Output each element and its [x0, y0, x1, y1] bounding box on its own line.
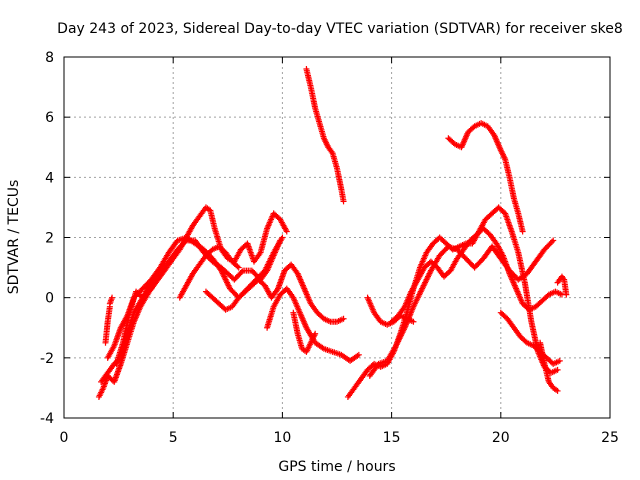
- data-point: [340, 198, 347, 205]
- x-tick-label: 20: [492, 430, 510, 446]
- x-tick-label: 15: [383, 430, 401, 446]
- data-point: [519, 228, 526, 235]
- x-tick-label: 0: [60, 430, 69, 446]
- x-tick-label: 5: [169, 430, 178, 446]
- y-tick-label: 0: [45, 291, 54, 307]
- data-point: [283, 228, 290, 235]
- data-point: [234, 263, 241, 270]
- data-point: [554, 387, 561, 394]
- data-point: [563, 291, 570, 298]
- data-series: [202, 261, 347, 325]
- data-series: [554, 273, 570, 298]
- y-tick-label: -2: [40, 351, 54, 367]
- data-series: [364, 294, 417, 328]
- data-points: [95, 66, 570, 400]
- axis-ticks: 0 5 10 15 20 25 -4 -2 0 2 4 6 8: [40, 50, 619, 446]
- data-point: [556, 357, 563, 364]
- data-point: [109, 294, 116, 301]
- data-series: [445, 120, 526, 235]
- x-axis-label: GPS time / hours: [278, 459, 395, 475]
- x-tick-label: 25: [601, 430, 619, 446]
- data-point: [550, 237, 557, 244]
- data-point: [148, 285, 155, 292]
- chart-title: Day 243 of 2023, Sidereal Day-to-day VTE…: [57, 21, 623, 37]
- data-point: [340, 315, 347, 322]
- y-tick-label: 6: [45, 110, 54, 126]
- data-point: [235, 264, 242, 271]
- y-tick-label: 4: [45, 170, 54, 186]
- data-point: [410, 318, 417, 325]
- data-series: [102, 294, 116, 346]
- y-tick-label: 2: [45, 231, 54, 247]
- data-series: [537, 339, 561, 394]
- data-point: [554, 366, 561, 373]
- data-series: [264, 285, 362, 364]
- data-point: [279, 234, 286, 241]
- data-point: [312, 330, 319, 337]
- y-axis-label: SDTVAR / TECUs: [6, 180, 22, 295]
- y-tick-label: 8: [45, 50, 54, 66]
- x-tick-label: 10: [273, 430, 291, 446]
- data-point: [147, 286, 154, 293]
- data-point: [548, 238, 555, 245]
- y-tick-label: -4: [40, 411, 54, 427]
- data-series: [290, 309, 319, 355]
- data-point: [355, 351, 362, 358]
- data-series: [303, 66, 347, 205]
- data-point: [238, 268, 245, 275]
- data-series: [113, 285, 155, 367]
- data-series: [176, 243, 242, 301]
